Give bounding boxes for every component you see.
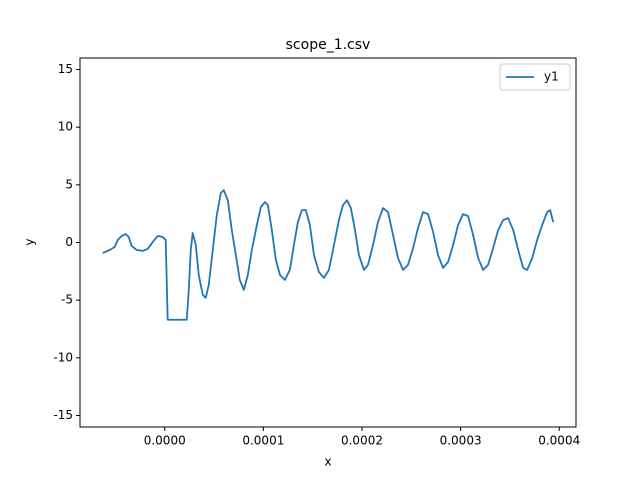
x-tick-label: 0.0000 (144, 434, 186, 448)
y-axis-label: y (23, 238, 37, 245)
x-tick-label: 0.0003 (440, 434, 482, 448)
legend-label: y1 (544, 70, 559, 84)
chart-title: scope_1.csv (286, 37, 371, 53)
y-tick-label: 10 (58, 120, 73, 134)
y-tick-label: 15 (58, 62, 73, 76)
x-tick-label: 0.0004 (538, 434, 580, 448)
data-line (102, 189, 555, 321)
y-tick-label: 0 (65, 235, 73, 249)
x-tick-label: 0.0002 (341, 434, 383, 448)
x-tick-label: 0.0001 (242, 434, 284, 448)
y-tick-label: -5 (61, 293, 73, 307)
axes-frame (79, 57, 577, 428)
x-axis-label: x (324, 455, 331, 469)
y-tick-label: -15 (53, 408, 73, 422)
y-tick-label: -10 (53, 350, 73, 364)
legend-box (499, 63, 571, 91)
y-tick-label: 5 (65, 177, 73, 191)
